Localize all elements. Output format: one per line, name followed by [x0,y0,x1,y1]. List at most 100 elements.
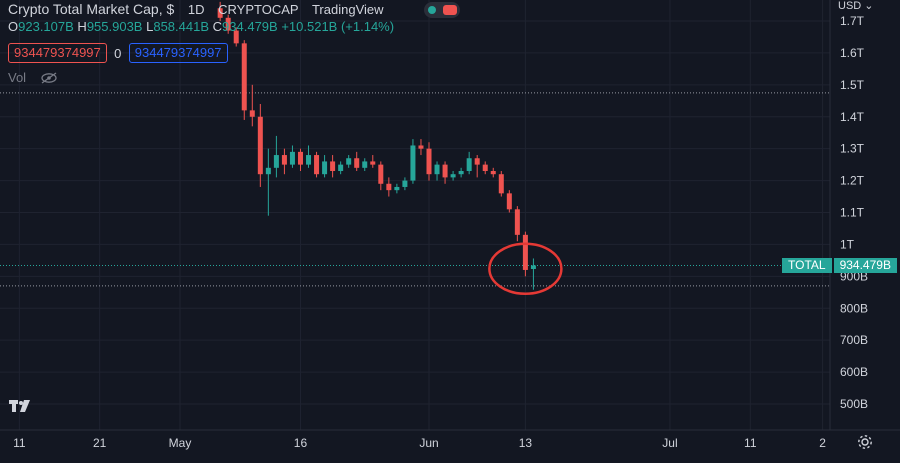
close-value: 934.479B [222,19,278,34]
settings-gear-icon[interactable] [856,433,874,451]
price-tick-label: 800B [840,301,868,315]
candle-body [450,174,456,178]
price-tick-label: 1.7T [840,14,865,28]
value-box-red[interactable]: 934479374997 [8,43,107,63]
candle-body [474,158,480,165]
price-tick-label: 1.6T [840,46,865,60]
symbol-tag: TOTAL [782,258,832,273]
time-tick-label: 16 [294,436,308,450]
last-price-value: 934.479B [833,258,897,273]
high-value: 955.903B [86,19,143,34]
candle-body [257,116,263,175]
time-tick-label: May [169,436,192,450]
open-label: O [8,19,19,34]
candle-body [241,43,247,111]
time-tick-label: 13 [519,436,533,450]
candle-body [233,30,239,44]
interval-label[interactable]: 1D [187,2,205,17]
candle-body [498,174,504,194]
candle-body [362,161,368,168]
candle-body [466,158,472,172]
candle-body [482,164,488,172]
annotation-circle [488,242,563,296]
candle-body [386,183,392,191]
candle-body [289,151,295,165]
candle-body [402,180,408,187]
candle-body [217,8,223,18]
price-tick-label: 1T [840,237,855,251]
candle-body [314,155,320,175]
price-tick-label: 1.4T [840,110,865,124]
open-value: 923.107B [18,19,74,34]
time-tick-label: 11 [13,436,26,450]
volume-legend: Vol [8,70,58,87]
candle-body [281,155,287,165]
candle-body [490,171,496,175]
candle-body [265,167,271,175]
chevron-down-icon: ⌄ [864,0,874,12]
ohlc-legend: O923.107B H955.903B L858.441B C934.479B … [8,18,394,36]
candle-body [378,164,384,184]
candle-body [434,164,440,175]
time-axis[interactable]: 11 21 May 16 Jun 13 Jul 11 2 [13,436,826,450]
candles [217,1,536,290]
candle-body [530,265,536,269]
candle-body [418,145,424,149]
price-tick-label: 1.2T [840,174,865,188]
candle-body [354,158,360,168]
candle-body [225,17,231,31]
candle-body [426,148,432,175]
time-tick-label: Jul [662,436,677,450]
annotation-layer [488,242,563,296]
candle-body [273,155,279,168]
price-axis[interactable]: 1.7T1.6T1.5T1.4T1.3T1.2T1.1T1T900B800B70… [840,14,868,411]
symbol-title[interactable]: Crypto Total Market Cap, $ [8,1,175,17]
time-tick-label: Jun [419,436,438,450]
tradingview-logo-icon[interactable] [8,398,34,420]
chart-legend: Crypto Total Market Cap, $ 1D CRYPTOCAP … [8,0,394,18]
zero-value: 0 [114,45,122,61]
change-value: +10.521B (+1.14%) [281,19,395,34]
candle-body [330,161,336,172]
candle-body [442,164,448,178]
candle-body [522,234,528,270]
value-box-blue[interactable]: 934479374997 [128,43,228,63]
chart-grid [0,0,830,430]
candle-body [322,161,328,175]
dotted-price-levels [0,92,830,287]
low-label: L [146,19,154,34]
time-tick-label: 11 [744,436,757,450]
compare-toggle[interactable] [424,1,460,19]
volume-label: Vol [8,70,27,85]
candle-body [338,164,344,172]
candle-body [249,110,255,117]
last-price-label: TOTAL 934.479B [782,258,897,273]
candle-body [370,161,376,165]
price-tick-label: 1.5T [840,78,865,92]
indicator-inputs: 934479374997 0 934479374997 [8,43,228,63]
candle-body [306,155,312,165]
currency-selector[interactable]: USD ⌄ [838,0,874,12]
price-tick-label: 1.1T [840,206,865,220]
time-tick-label: 2 [819,436,826,450]
exchange-label: CRYPTOCAP [218,2,299,17]
price-tick-label: 600B [840,365,868,379]
candle-body [506,193,512,210]
close-label: C [212,19,223,34]
candle-body [410,145,416,181]
eye-crossed-icon[interactable] [40,71,58,87]
high-label: H [77,19,87,34]
candle-body [394,186,400,191]
price-tick-label: 700B [840,333,868,347]
price-tick-label: 500B [840,397,868,411]
price-tick-label: 1.3T [840,142,865,156]
provider-label: TradingView [311,2,384,17]
candle-body [514,209,520,235]
currency-label: USD [838,0,862,12]
candle-body [458,171,464,175]
candle-body [297,151,303,165]
low-value: 858.441B [153,19,210,34]
time-tick-label: 21 [93,436,107,450]
candle-body [346,158,352,165]
